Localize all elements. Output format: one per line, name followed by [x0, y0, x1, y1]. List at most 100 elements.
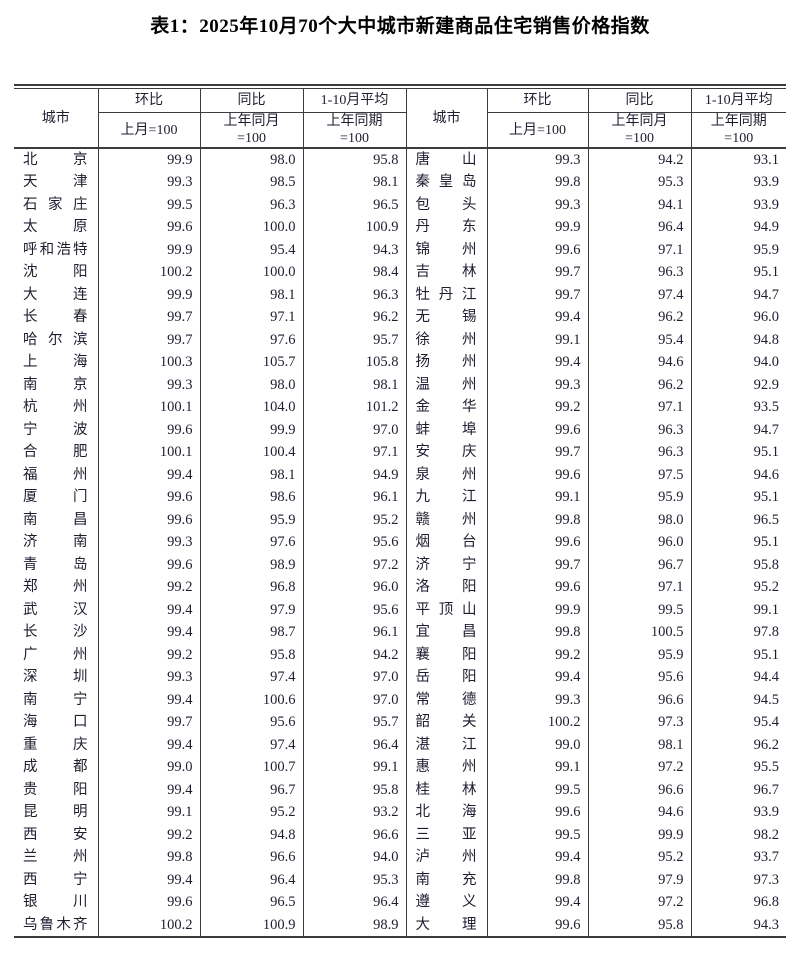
avg-value-cell: 96.1 — [303, 621, 407, 644]
mom-value-cell: 99.4 — [487, 306, 589, 329]
header-avg-base-left: 上年同期 =100 — [303, 112, 407, 149]
mom-value-cell: 99.4 — [487, 351, 589, 374]
table-row: 天津 99.3 98.5 98.1 秦皇岛 99.8 95.3 93.9 — [14, 171, 786, 194]
avg-value-cell: 93.1 — [753, 152, 779, 168]
yoy-value-cell: 95.2 — [200, 801, 304, 824]
city-cell: 郑州 — [14, 576, 99, 599]
avg-value-cell: 97.1 — [303, 441, 407, 464]
mom-value-cell: 99.8 — [487, 621, 589, 644]
yoy-value-cell: 100.5 — [588, 621, 692, 644]
city-cell: 福州 — [14, 463, 99, 486]
yoy-value-cell: 96.4 — [588, 216, 692, 239]
mom-value-cell: 99.4 — [487, 666, 589, 689]
mom-value-cell: 99.6 — [98, 486, 201, 509]
mom-value-cell: 99.3 — [487, 688, 589, 711]
yoy-value-cell: 94.1 — [588, 193, 692, 216]
table-row: 呼和浩特 99.9 95.4 94.3 锦州 99.6 97.1 95.9 — [14, 238, 786, 261]
yoy-value-cell: 97.9 — [200, 598, 304, 621]
header-yoy-base-left: 上年同月 =100 — [200, 112, 304, 149]
mom-value-cell: 99.7 — [487, 283, 589, 306]
mom-value-cell: 99.3 — [487, 193, 589, 216]
table-header: 城市 环比 同比 1-10月平均 城市 环比 同比 1-10月平均 上月=100… — [14, 88, 786, 149]
avg-value-cell: 94.4 — [753, 669, 779, 686]
yoy-value-cell: 95.8 — [200, 643, 304, 666]
mom-value-cell: 99.1 — [487, 328, 589, 351]
header-city-left: 城市 — [14, 88, 99, 149]
avg-value-cell: 99.1 — [303, 756, 407, 779]
avg-value-cell: 97.8 — [753, 624, 779, 641]
avg-value-cell: 94.7 — [753, 286, 779, 303]
header-avg-base-right: 上年同期 =100 — [691, 112, 786, 149]
city-cell: 岳阳 — [406, 666, 488, 689]
table-row: 兰州 99.8 96.6 94.0 泸州 99.4 95.2 93.7 — [14, 846, 786, 869]
city-cell: 大连 — [14, 283, 99, 306]
mom-value-cell: 99.3 — [98, 373, 201, 396]
table-row: 成都 99.0 100.7 99.1 惠州 99.1 97.2 95.5 — [14, 756, 786, 779]
mom-value-cell: 99.6 — [487, 576, 589, 599]
city-cell: 兰州 — [14, 846, 99, 869]
mom-value-cell: 99.5 — [487, 823, 589, 846]
mom-value-cell: 99.1 — [487, 756, 589, 779]
city-cell: 金华 — [406, 396, 488, 419]
price-index-table: 城市 环比 同比 1-10月平均 城市 环比 同比 1-10月平均 上月=100… — [14, 88, 786, 938]
avg-value-cell: 98.1 — [303, 171, 407, 194]
mom-value-cell: 100.2 — [98, 261, 201, 284]
yoy-value-cell: 100.4 — [200, 441, 304, 464]
mom-value-cell: 99.6 — [487, 531, 589, 554]
city-cell: 石家庄 — [14, 193, 99, 216]
avg-value-cell: 95.1 — [753, 646, 779, 663]
mom-value-cell: 99.3 — [487, 373, 589, 396]
mom-value-cell: 99.9 — [98, 238, 201, 261]
header-city-right: 城市 — [406, 88, 488, 149]
avg-value-cell: 94.2 — [303, 643, 407, 666]
avg-value-cell: 95.2 — [303, 508, 407, 531]
table-row: 长沙 99.4 98.7 96.1 宜昌 99.8 100.5 97.8 — [14, 621, 786, 644]
yoy-value-cell: 96.7 — [200, 778, 304, 801]
avg-value-cell: 97.0 — [303, 418, 407, 441]
avg-value-cell: 93.9 — [753, 804, 779, 821]
yoy-value-cell: 96.5 — [200, 891, 304, 914]
avg-value-cell: 95.2 — [753, 579, 779, 596]
avg-value-cell: 96.2 — [303, 306, 407, 329]
table-row: 青岛 99.6 98.9 97.2 济宁 99.7 96.7 95.8 — [14, 553, 786, 576]
avg-value-cell: 95.6 — [303, 598, 407, 621]
mom-value-cell: 99.4 — [98, 778, 201, 801]
yoy-value-cell: 95.6 — [200, 711, 304, 734]
avg-value-cell: 95.1 — [753, 534, 779, 551]
avg-value-cell: 93.9 — [753, 174, 779, 191]
table-row: 合肥 100.1 100.4 97.1 安庆 99.7 96.3 95.1 — [14, 441, 786, 464]
yoy-value-cell: 97.4 — [200, 733, 304, 756]
avg-value-cell: 93.7 — [753, 849, 779, 866]
city-cell: 宁波 — [14, 418, 99, 441]
yoy-value-cell: 97.6 — [200, 328, 304, 351]
mom-value-cell: 99.6 — [487, 238, 589, 261]
city-cell: 哈尔滨 — [14, 328, 99, 351]
avg-value-cell: 98.2 — [753, 826, 779, 843]
city-cell: 牡丹江 — [406, 283, 488, 306]
mom-value-cell: 99.4 — [98, 621, 201, 644]
city-cell: 天津 — [14, 171, 99, 194]
mom-value-cell: 99.2 — [98, 823, 201, 846]
mom-value-cell: 99.4 — [487, 891, 589, 914]
yoy-value-cell: 97.2 — [588, 891, 692, 914]
mom-value-cell: 100.1 — [98, 396, 201, 419]
yoy-value-cell: 98.5 — [200, 171, 304, 194]
city-cell: 烟台 — [406, 531, 488, 554]
city-cell: 南宁 — [14, 688, 99, 711]
mom-value-cell: 99.0 — [487, 733, 589, 756]
avg-value-cell: 95.4 — [753, 714, 779, 731]
table-row: 昆明 99.1 95.2 93.2 北海 99.6 94.6 93.9 — [14, 801, 786, 824]
mom-value-cell: 99.4 — [98, 868, 201, 891]
yoy-value-cell: 94.6 — [588, 351, 692, 374]
city-cell: 深圳 — [14, 666, 99, 689]
mom-value-cell: 99.7 — [487, 261, 589, 284]
yoy-value-cell: 97.1 — [588, 576, 692, 599]
mom-value-cell: 99.6 — [98, 891, 201, 914]
city-cell: 北海 — [406, 801, 488, 824]
avg-value-cell: 96.8 — [753, 894, 779, 911]
avg-value-cell: 95.9 — [753, 241, 779, 258]
mom-value-cell: 99.6 — [487, 801, 589, 824]
mom-value-cell: 99.8 — [487, 171, 589, 194]
city-cell: 大理 — [406, 913, 488, 937]
mom-value-cell: 99.6 — [98, 508, 201, 531]
